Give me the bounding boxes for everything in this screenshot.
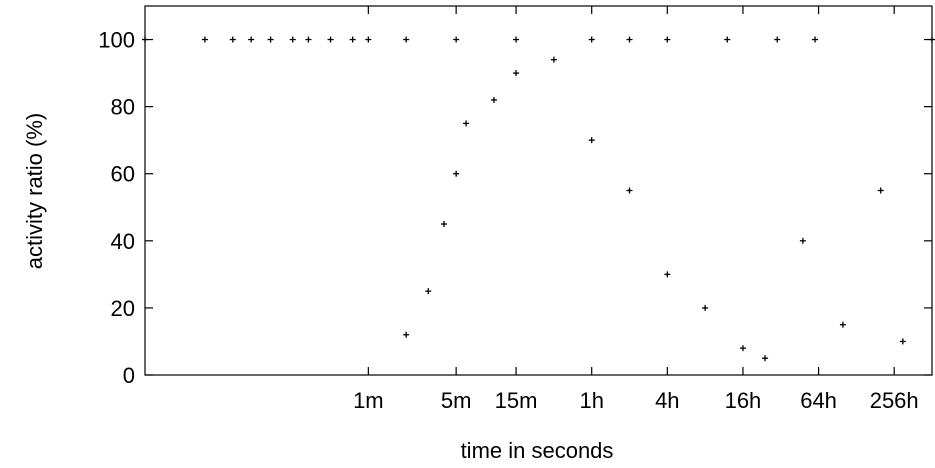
- x-tick-label: 256h: [870, 388, 919, 413]
- data-point: [142, 36, 148, 43]
- data-point: [899, 338, 906, 345]
- data-point: [267, 36, 274, 43]
- data-point: [702, 304, 709, 311]
- data-point: [365, 36, 372, 43]
- data-point: [453, 36, 460, 43]
- x-tick-label: 1m: [353, 388, 384, 413]
- data-point: [762, 355, 769, 362]
- data-point: [403, 331, 410, 338]
- x-tick-label: 5m: [441, 388, 472, 413]
- data-point: [229, 36, 236, 43]
- y-tick-label: 60: [111, 162, 135, 187]
- y-tick-label: 100: [98, 28, 135, 53]
- data-point: [812, 36, 819, 43]
- y-tick-label: 20: [111, 296, 135, 321]
- x-tick-label: 4h: [655, 388, 679, 413]
- data-point: [305, 36, 312, 43]
- data-point: [550, 56, 557, 63]
- x-tick-label: 15m: [495, 388, 538, 413]
- data-point: [453, 170, 460, 177]
- x-axis-title: time in seconds: [461, 438, 614, 463]
- x-tick-label: 64h: [800, 388, 837, 413]
- data-point: [349, 36, 356, 43]
- data-point: [739, 345, 746, 352]
- data-point: [877, 187, 884, 194]
- data-point: [201, 36, 208, 43]
- data-point: [724, 36, 731, 43]
- data-points: [142, 36, 935, 362]
- y-tick-label: 0: [123, 363, 135, 388]
- data-point: [289, 36, 296, 43]
- data-point: [463, 120, 470, 127]
- data-point: [248, 36, 255, 43]
- data-point: [929, 36, 935, 43]
- x-tick-label: 1h: [579, 388, 603, 413]
- y-tick-label: 80: [111, 95, 135, 120]
- data-point: [626, 187, 633, 194]
- data-point: [588, 36, 595, 43]
- data-point: [774, 36, 781, 43]
- data-point: [839, 321, 846, 328]
- y-axis-title: activity ratio (%): [22, 113, 47, 269]
- plot-frame: [144, 5, 933, 376]
- data-point: [588, 137, 595, 144]
- data-point: [425, 288, 432, 295]
- data-point: [327, 36, 334, 43]
- data-point: [490, 96, 497, 103]
- data-point: [626, 36, 633, 43]
- data-point: [664, 271, 671, 278]
- data-point: [440, 221, 447, 228]
- data-point: [513, 70, 520, 77]
- data-point: [403, 36, 410, 43]
- data-point: [513, 36, 520, 43]
- data-point: [664, 36, 671, 43]
- y-tick-label: 40: [111, 229, 135, 254]
- data-point: [799, 237, 806, 244]
- x-tick-label: 16h: [725, 388, 762, 413]
